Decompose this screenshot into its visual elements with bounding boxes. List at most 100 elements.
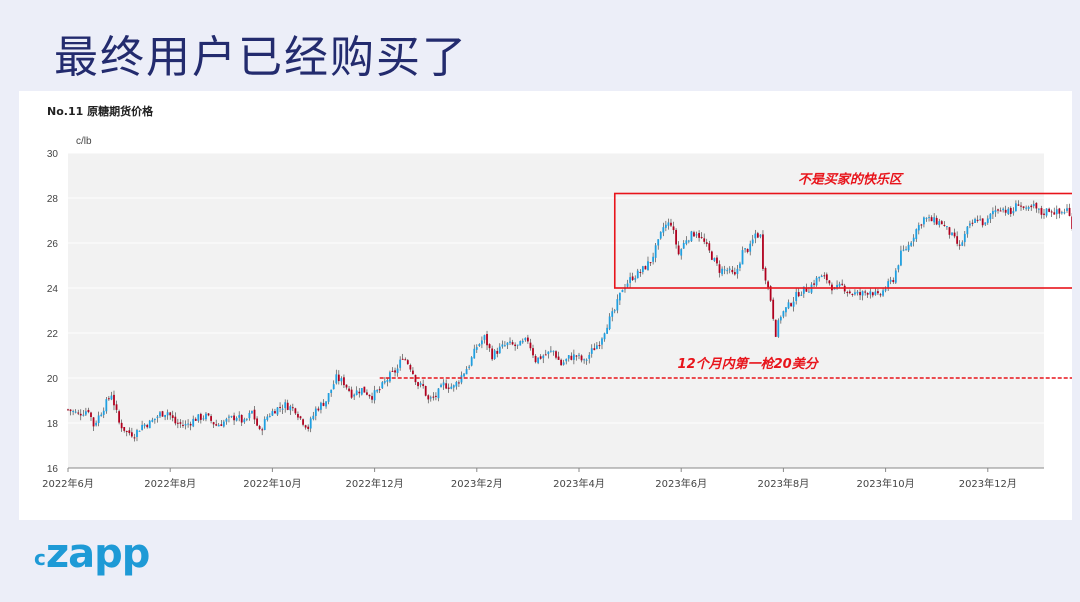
candle-body bbox=[537, 357, 540, 364]
candle-body bbox=[404, 359, 407, 361]
candle-body bbox=[302, 419, 304, 425]
candle-body bbox=[171, 415, 174, 418]
candle-body bbox=[928, 217, 930, 219]
candle-body bbox=[578, 354, 580, 356]
candle-body bbox=[751, 239, 754, 244]
y-tick-label: 24 bbox=[47, 284, 59, 295]
candle-body bbox=[754, 233, 757, 239]
candle-body bbox=[785, 307, 787, 313]
candle-body bbox=[488, 344, 491, 349]
candle-body bbox=[879, 294, 882, 296]
candle-body bbox=[542, 355, 545, 359]
candle-body bbox=[672, 226, 675, 231]
candle-body bbox=[800, 294, 803, 296]
candle-body bbox=[199, 413, 202, 420]
candle-body bbox=[174, 416, 177, 424]
candle-body bbox=[618, 292, 621, 301]
candle-body bbox=[340, 378, 343, 382]
candle-body bbox=[297, 413, 299, 418]
candle-body bbox=[948, 227, 951, 235]
x-tick-label: 2022年6月 bbox=[42, 477, 94, 490]
candle-body bbox=[575, 355, 578, 357]
candle-body bbox=[557, 356, 560, 360]
candle-body bbox=[1043, 213, 1045, 215]
candle-body bbox=[782, 311, 785, 317]
candle-body bbox=[764, 268, 767, 281]
candle-body bbox=[866, 292, 869, 295]
candle-body bbox=[871, 292, 874, 296]
candle-body bbox=[744, 248, 746, 250]
candle-body bbox=[626, 283, 629, 287]
candle-body bbox=[795, 292, 798, 302]
candle-body bbox=[481, 340, 483, 345]
candle-body bbox=[877, 291, 879, 294]
candle-body bbox=[345, 384, 348, 388]
candle-body bbox=[1027, 206, 1030, 209]
candle-body bbox=[634, 278, 637, 280]
candle-body bbox=[205, 413, 207, 420]
candle-body bbox=[491, 348, 494, 360]
y-tick-label: 22 bbox=[47, 329, 59, 340]
candle-body bbox=[994, 210, 997, 213]
candle-body bbox=[460, 375, 463, 383]
candle-body bbox=[263, 419, 266, 430]
candle-body bbox=[1038, 208, 1040, 210]
candle-body bbox=[84, 411, 87, 415]
candle-body bbox=[593, 348, 596, 351]
candle-body bbox=[72, 411, 75, 413]
candle-body bbox=[358, 391, 361, 394]
candle-body bbox=[838, 283, 841, 287]
candle-body bbox=[125, 430, 128, 432]
candle-body bbox=[979, 219, 982, 221]
candle-body bbox=[120, 422, 123, 429]
candle-body bbox=[394, 370, 396, 373]
candle-body bbox=[527, 337, 529, 342]
candle-body bbox=[935, 217, 938, 225]
y-tick-label: 16 bbox=[47, 464, 59, 475]
candle-body bbox=[741, 250, 744, 265]
candle-body bbox=[583, 359, 586, 361]
candle-body bbox=[1053, 212, 1056, 215]
unhappy-zone-box bbox=[613, 192, 1072, 289]
candle-body bbox=[677, 245, 680, 255]
unhappy-zone-label: 不是买家的快乐区 bbox=[798, 172, 904, 188]
candle-body bbox=[192, 418, 195, 427]
candle-body bbox=[598, 345, 601, 347]
candle-body bbox=[409, 364, 412, 370]
candle-body bbox=[562, 362, 565, 365]
candle-body bbox=[371, 396, 373, 400]
candle-body bbox=[493, 350, 496, 360]
candle-body bbox=[258, 426, 261, 429]
candle-body bbox=[639, 272, 642, 274]
candle-body bbox=[225, 418, 228, 422]
candle-body bbox=[920, 224, 923, 226]
candle-body bbox=[256, 418, 258, 426]
candle-body bbox=[435, 395, 437, 397]
candle-body bbox=[915, 229, 918, 239]
candle-body bbox=[874, 291, 877, 295]
candle-body bbox=[956, 236, 959, 244]
candle-body bbox=[401, 358, 404, 360]
candle-body bbox=[767, 281, 769, 288]
candle-body bbox=[1015, 203, 1017, 212]
candle-body bbox=[337, 374, 340, 382]
candle-body bbox=[240, 414, 243, 423]
candle-body bbox=[601, 338, 603, 345]
candle-body bbox=[534, 355, 537, 363]
candle-body bbox=[110, 395, 113, 400]
candle-body bbox=[657, 239, 660, 246]
candle-body bbox=[894, 270, 897, 283]
candle-body bbox=[616, 299, 619, 311]
candle-body bbox=[836, 284, 838, 288]
candle-body bbox=[220, 424, 223, 426]
x-tick-label: 2023年10月 bbox=[857, 477, 915, 490]
candle-body bbox=[608, 316, 611, 330]
candle-body bbox=[907, 244, 910, 251]
candle-body bbox=[279, 406, 281, 408]
candle-body bbox=[74, 411, 77, 413]
candle-body bbox=[396, 368, 399, 374]
candle-body bbox=[989, 213, 992, 220]
candle-body bbox=[253, 409, 256, 420]
candle-body bbox=[276, 407, 279, 415]
candle-body bbox=[1022, 206, 1025, 208]
